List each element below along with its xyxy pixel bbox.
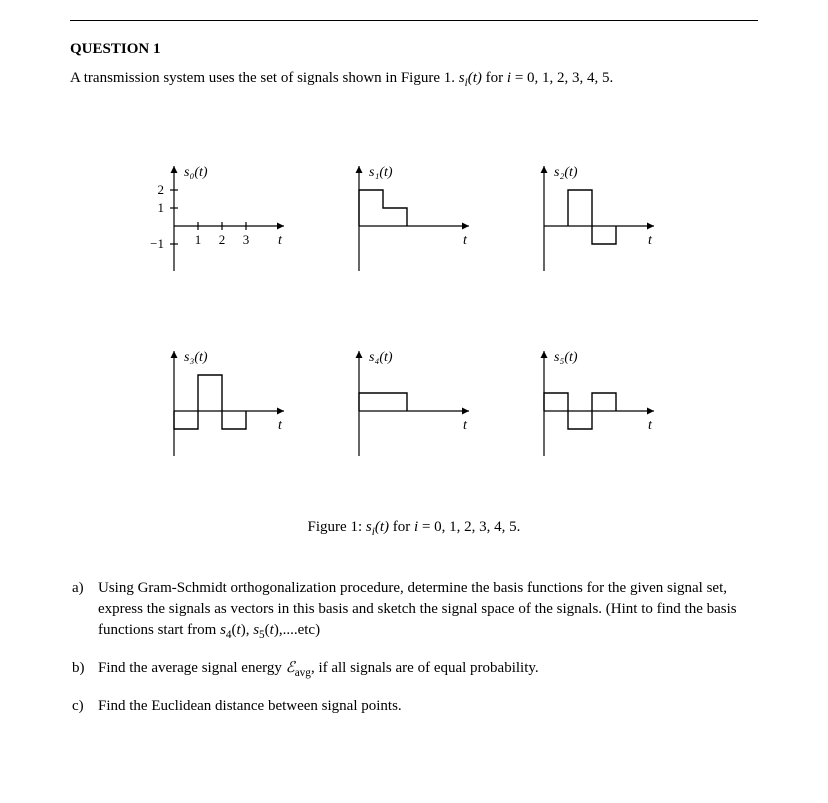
signal-plots: t s₀(t) 1 2 −1 1 2 3 t s₁(t) t s₂(t) t s₃(t) t s₄(t) t s₅… (134, 121, 694, 501)
part-a: a) Using Gram-Schmidt orthogonalization … (98, 578, 758, 644)
svg-text:2: 2 (219, 232, 226, 247)
svg-text:t: t (463, 418, 468, 433)
svg-text:t: t (278, 233, 283, 248)
svg-text:1: 1 (195, 232, 202, 247)
svg-text:t: t (648, 418, 653, 433)
svg-text:s₁(t): s₁(t) (369, 165, 393, 180)
svg-text:s₅(t): s₅(t) (554, 350, 578, 365)
part-b: b) Find the average signal energy ℰavg, … (98, 658, 758, 682)
svg-text:t: t (278, 418, 283, 433)
svg-text:1: 1 (158, 200, 165, 215)
prompt-pre: A transmission system uses the set of si… (70, 70, 459, 86)
svg-text:3: 3 (243, 232, 250, 247)
part-a-marker: a) (72, 578, 84, 599)
figure-area: t s₀(t) 1 2 −1 1 2 3 t s₁(t) t s₂(t) t s₃(t) t s₄(t) t s₅… (70, 121, 758, 501)
svg-text:s₃(t): s₃(t) (184, 350, 208, 365)
question-title: QUESTION 1 (70, 41, 758, 58)
part-b-text: Find the average signal energy ℰavg, if … (98, 660, 539, 676)
top-rule (70, 20, 758, 21)
svg-text:s₂(t): s₂(t) (554, 165, 578, 180)
part-c-marker: c) (72, 696, 84, 717)
prompt-math: si(t) (459, 70, 482, 86)
svg-text:s₀(t): s₀(t) (184, 165, 208, 180)
part-c: c) Find the Euclidean distance between s… (98, 696, 758, 717)
question-prompt: A transmission system uses the set of si… (70, 68, 758, 91)
svg-text:t: t (463, 233, 468, 248)
svg-text:−1: −1 (150, 236, 164, 251)
svg-text:t: t (648, 233, 653, 248)
part-a-text: Using Gram-Schmidt orthogonalization pro… (98, 580, 737, 638)
prompt-post: for i = 0, 1, 2, 3, 4, 5. (482, 70, 613, 86)
question-parts: a) Using Gram-Schmidt orthogonalization … (70, 578, 758, 717)
part-b-marker: b) (72, 658, 85, 679)
caption-math: si(t) (366, 519, 389, 535)
caption-pre: Figure 1: (308, 519, 366, 535)
svg-text:s₄(t): s₄(t) (369, 350, 393, 365)
figure-caption: Figure 1: si(t) for i = 0, 1, 2, 3, 4, 5… (70, 519, 758, 538)
part-c-text: Find the Euclidean distance between sign… (98, 698, 402, 714)
caption-post: for i = 0, 1, 2, 3, 4, 5. (389, 519, 520, 535)
svg-text:2: 2 (158, 182, 165, 197)
